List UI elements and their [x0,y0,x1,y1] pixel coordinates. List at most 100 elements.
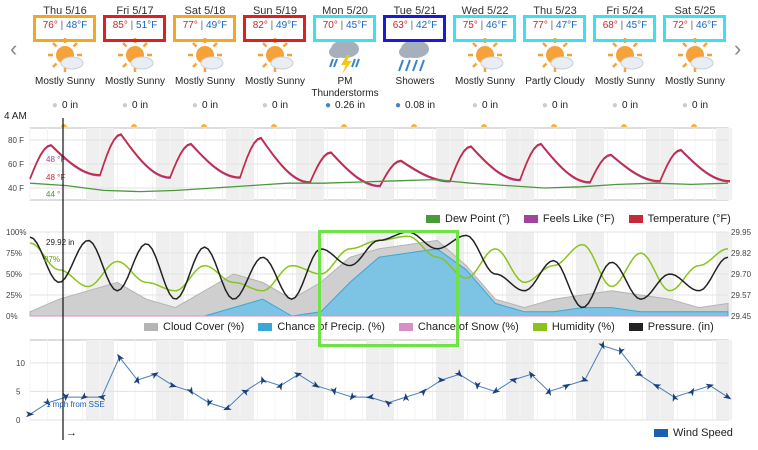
temp-range: 77° | 49°F [177,19,233,33]
night-band [588,128,604,200]
legend-label: Chance of Precip. (%) [277,321,385,333]
wind-direction-arrow [261,376,267,385]
precip-amount: ● 0 in [100,100,170,112]
night-band [518,232,534,316]
sun-icon [691,124,697,127]
condition-text: Mostly Sunny [454,76,516,87]
day-column[interactable]: Fri 5/17 85° | 51°F Mostly Sunny ● 0 in [100,0,170,127]
wind-direction-arrow [474,381,481,390]
dew-point-swatch [426,215,440,223]
temp-range: 72° | 46°F [667,19,723,33]
sunny-icon [188,38,224,72]
legend-precip-chance[interactable]: Chance of Precip. (%) [258,321,385,333]
temp-range: 68° | 45°F [597,19,653,33]
day-column[interactable]: Tue 5/21 63° | 42°F Showers ● 0.08 in [380,0,450,127]
condition-text: Showers [395,76,435,87]
wind-direction-arrow [437,376,446,383]
day-column[interactable]: Thu 5/23 77° | 47°F Partly Cloudy ● 0 in [520,0,590,127]
legend-snow-chance[interactable]: Chance of Snow (%) [398,321,519,333]
day-column[interactable]: Sat 5/18 77° | 49°F Mostly Sunny ● 0 in [170,0,240,127]
legend-wind-speed[interactable]: Wind Speed [654,427,733,439]
night-band [658,232,674,316]
temp-range: 75° | 46°F [457,19,513,33]
y-tick-label: 5 [16,387,21,396]
day-column[interactable]: Wed 5/22 75° | 46°F Mostly Sunny ● 0 in [450,0,520,127]
low-temp: 45°F [626,20,648,31]
temp-range: 82° | 49°F [247,19,303,33]
night-band [436,128,452,200]
low-temp: 49°F [276,20,298,31]
legend-label: Temperature (°F) [647,213,731,225]
legend-dew-point[interactable]: Dew Point (°) [426,213,510,225]
wind-direction-arrow [528,370,536,380]
low-temp: 45°F [346,20,368,31]
raindrop-icon: ● [471,100,478,111]
night-band [716,340,732,420]
night-band [646,340,662,420]
temp-range: 77° | 47°F [527,19,583,33]
day-column[interactable]: Sun 5/19 82° | 49°F Mostly Sunny ● 0 in [240,0,310,127]
day-column[interactable]: Mon 5/20 70° | 45°F PM Thunderstorms ● 0.26 … [310,0,380,127]
day-column[interactable]: Fri 5/24 68° | 45°F Mostly Sunny ● 0 in [590,0,660,127]
sunny-icon [608,38,644,72]
precip-amount: ● 0 in [170,100,240,112]
temp-separator: | [477,20,487,31]
day-label: Tue 5/21 [393,5,437,17]
sun-icon [131,124,137,127]
low-temp: 47°F [556,20,578,31]
night-band [448,340,464,420]
high-temp: 76° [42,20,58,31]
high-temp: 63° [392,20,408,31]
raindrop-icon: ● [324,100,331,111]
condition-text: Mostly Sunny [594,76,656,87]
wind-direction-arrow [403,393,410,402]
night-band [86,128,102,200]
night-band [518,128,534,200]
temp-separator: | [687,20,697,31]
thunderstorm-icon [329,40,360,74]
night-band [168,340,184,420]
raindrop-icon: ● [681,100,688,111]
temperature-line [29,133,731,187]
legend-humidity[interactable]: Humidity (%) [532,321,615,333]
sun-icon [341,124,347,127]
legend-label: Pressure. (in) [647,321,714,333]
night-band [168,232,184,316]
legend-temperature[interactable]: Temperature (°F) [628,213,731,225]
night-band [378,340,394,420]
wind-direction-arrow [133,376,140,385]
day-column[interactable]: Sat 5/25 72° | 46°F Mostly Sunny ● 0 in [660,0,730,127]
prev-arrow-icon[interactable]: ‹ [10,36,18,61]
precip-amount: ● 0 in [590,100,660,112]
temp-separator: | [267,20,277,31]
y-tick-label-right: 29.82 [731,249,752,258]
condition-text: Mostly Sunny [34,76,96,87]
y-tick-label-left: 25% [6,291,22,300]
temp-highlight-box [593,15,656,42]
temp-separator: | [337,20,347,31]
day-label: Wed 5/22 [461,5,509,17]
precip-amount: ● 0 in [30,100,100,112]
precip-amount: ● 0 in [450,100,520,112]
condition-text: Mostly Sunny [244,76,306,87]
day-column[interactable]: Thu 5/16 76° | 48°F Mostly Sunny ● 0 in [30,0,100,127]
precip-chance-swatch [258,323,273,331]
precip-value: 0 in [551,100,569,111]
condition-text: Mostly Sunny [664,76,726,87]
condition-text: Partly Cloudy [525,76,585,87]
sun-icon [271,124,277,127]
high-temp: 82° [252,20,268,31]
next-arrow-icon[interactable]: › [734,36,742,61]
legend-pressure[interactable]: Pressure. (in) [628,321,714,333]
night-band [86,340,102,420]
low-temp: 46°F [486,20,508,31]
legend-cloud-cover[interactable]: Cloud Cover (%) [144,321,244,333]
legend-label: Feels Like (°F) [542,213,615,225]
legend-feels-like[interactable]: Feels Like (°F) [523,213,615,225]
dew-point-readout: 44 ° [46,190,60,199]
temp-highlight-box [453,15,516,42]
y-tick-label-right: 29.57 [731,291,752,300]
precip-value: 0.26 in [335,100,366,111]
temp-highlight-box [33,15,96,42]
low-temp: 46°F [696,20,718,31]
